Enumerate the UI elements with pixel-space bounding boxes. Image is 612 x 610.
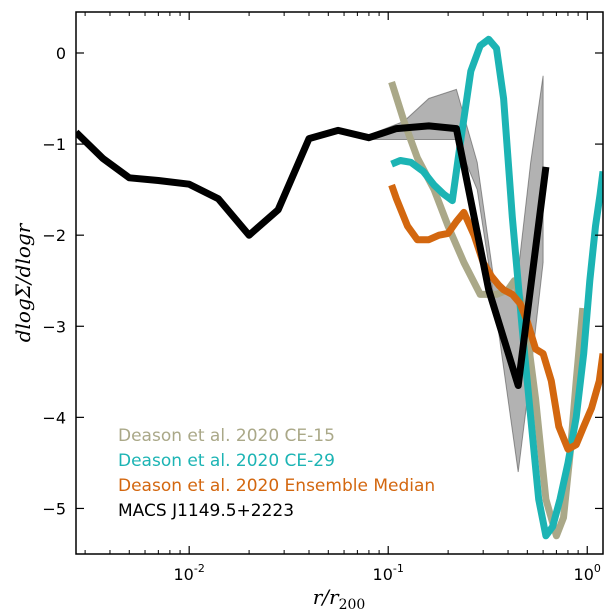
y-tick-label: −1	[42, 135, 66, 154]
y-tick-label: −5	[42, 499, 66, 518]
y-tick-label: −3	[42, 317, 66, 336]
legend: Deason et al. 2020 CE-15 Deason et al. 20…	[118, 426, 435, 521]
y-tick-label: −2	[42, 226, 66, 245]
y-axis-label: dlogΣ/dlogr	[11, 222, 35, 342]
legend-entry-deason-et-al-2020-ce-29: Deason et al. 2020 CE-29	[118, 451, 335, 471]
y-tick-label: 0	[56, 44, 66, 63]
x-axis-label: r/r200	[313, 585, 366, 610]
series-line-deason-et-al-2020-ce-29	[390, 35, 603, 540]
x-tick-label: 100	[574, 562, 601, 584]
x-axis-label-main: r/r	[313, 585, 340, 609]
series-line-deason-et-al-2020-ensemble-median	[388, 183, 603, 453]
legend-entry-deason-et-al-2020-ensemble-median: Deason et al. 2020 Ensemble Median	[118, 476, 435, 496]
series-line-macs-j1149-5-2223	[76, 122, 550, 389]
x-tick-label: 10-1	[373, 562, 404, 584]
legend-entry-macs-j1149-5-2223: MACS J1149.5+2223	[118, 501, 294, 521]
x-tick-label: 10-2	[174, 562, 205, 584]
ticks-layer: 0 −1 −2 −3 −4 −5 10-2 10-1 100	[42, 12, 603, 584]
plot-frame	[75, 11, 604, 555]
y-tick-label: −4	[42, 408, 66, 427]
series-layer	[76, 35, 603, 540]
legend-entry-deason-et-al-2020-ce-15: Deason et al. 2020 CE-15	[118, 426, 335, 446]
series-line-deason-et-al-2020-ce-15	[388, 81, 587, 540]
x-axis-label-sub: 200	[339, 597, 366, 610]
